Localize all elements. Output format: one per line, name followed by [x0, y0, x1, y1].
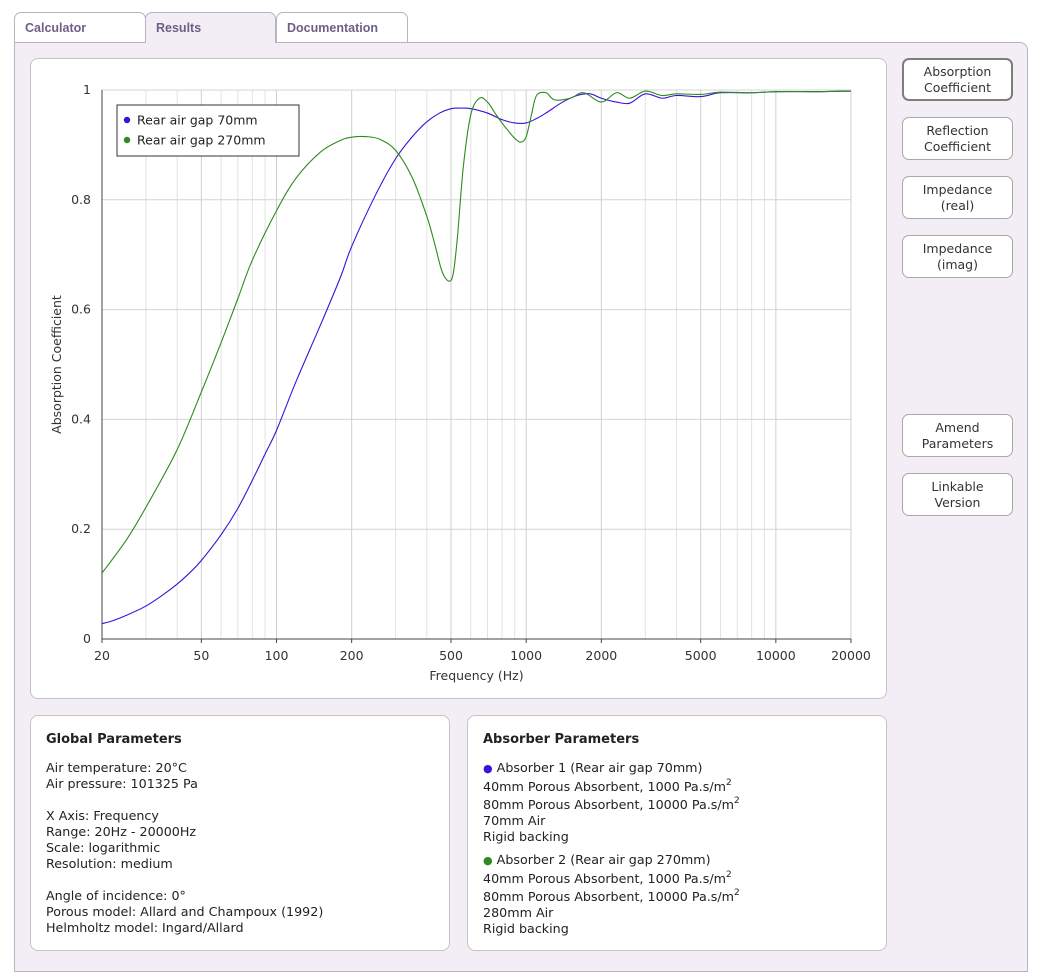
absorption-chart: 20 50 100 200 500 1000 2000 5000 10000 20000 0 0.2 0…	[49, 82, 871, 683]
global-parameters-title: Global Parameters	[46, 732, 182, 747]
impedance-imag-button[interactable]: Impedance (imag)	[902, 235, 1013, 278]
legend-entry-270mm: Rear air gap 270mm	[137, 133, 266, 148]
y-tick-label: 0.6	[71, 302, 91, 317]
chart-legend: Rear air gap 70mm Rear air gap 270mm	[116, 104, 300, 157]
x-tick-label: 5000	[685, 648, 717, 663]
y-axis-label: Absorption Coefficient	[49, 295, 64, 434]
absorber-2-heading: ● Absorber 2 (Rear air gap 270mm)	[483, 852, 871, 869]
x-axis-label: Frequency (Hz)	[429, 668, 523, 683]
chart-axes: 20 50 100 200 500 1000 2000 5000 10000 20000 0 0.2 0…	[71, 82, 871, 663]
x-tick-label: 10000	[756, 648, 796, 663]
x-tick-label: 2000	[585, 648, 617, 663]
series-line-1	[101, 90, 852, 574]
absorber-2-layer-1: 40mm Porous Absorbent, 1000 Pa.s/m2	[483, 870, 732, 887]
absorber-1-layer-1: 40mm Porous Absorbent, 1000 Pa.s/m2	[483, 778, 732, 795]
chart-series	[101, 90, 852, 625]
x-tick-label: 500	[439, 648, 463, 663]
absorber-2-dot-icon: ●	[483, 854, 493, 867]
chart-container: 20 50 100 200 500 1000 2000 5000 10000 20000 0 0.2 0…	[30, 58, 887, 699]
absorption-coefficient-button[interactable]: Absorption Coefficient	[902, 58, 1013, 101]
x-tick-label: 50	[193, 648, 209, 663]
x-tick-label: 20000	[831, 648, 871, 663]
x-tick-label: 200	[340, 648, 364, 663]
x-tick-label: 100	[265, 648, 289, 663]
scale-setting: Scale: logarithmic	[46, 840, 161, 855]
absorber-1-dot-icon: ●	[483, 762, 493, 775]
chart-grid	[101, 89, 852, 640]
porous-model: Porous model: Allard and Champoux (1992)	[46, 904, 324, 919]
resolution-setting: Resolution: medium	[46, 856, 173, 871]
legend-marker-70mm	[123, 116, 131, 124]
y-tick-label: 0.4	[71, 411, 91, 426]
absorber-1-heading: ● Absorber 1 (Rear air gap 70mm)	[483, 760, 871, 777]
absorber-parameters-card: Absorber Parameters ● Absorber 1 (Rear a…	[467, 715, 887, 951]
angle-of-incidence: Angle of incidence: 0°	[46, 888, 186, 903]
absorber-1-layer-3: 70mm Air	[483, 813, 546, 828]
y-tick-label: 0	[83, 631, 91, 646]
air-pressure: Air pressure: 101325 Pa	[46, 776, 198, 791]
tab-documentation[interactable]: Documentation	[276, 12, 408, 42]
y-tick-label: 1	[83, 82, 91, 97]
y-tick-label: 0.2	[71, 521, 91, 536]
global-parameters-card: Global Parameters Air temperature: 20°C …	[30, 715, 450, 951]
reflection-coefficient-button[interactable]: Reflection Coefficient	[902, 117, 1013, 160]
x-tick-label: 1000	[510, 648, 542, 663]
x-axis-setting: X Axis: Frequency	[46, 808, 159, 823]
y-tick-label: 0.8	[71, 192, 91, 207]
absorber-2-backing: Rigid backing	[483, 921, 569, 936]
legend-box	[116, 104, 300, 157]
absorber-2-name: Absorber 2 (Rear air gap 270mm)	[496, 852, 711, 867]
absorber-parameters-title: Absorber Parameters	[483, 732, 640, 747]
tab-results[interactable]: Results	[145, 12, 276, 43]
absorber-1-backing: Rigid backing	[483, 829, 569, 844]
range-setting: Range: 20Hz - 20000Hz	[46, 824, 197, 839]
helmholtz-model: Helmholtz model: Ingard/Allard	[46, 920, 244, 935]
absorber-2-layer-3: 280mm Air	[483, 905, 554, 920]
legend-entry-70mm: Rear air gap 70mm	[137, 113, 258, 128]
series-line-0	[101, 90, 852, 625]
absorber-1-name: Absorber 1 (Rear air gap 70mm)	[496, 760, 703, 775]
absorber-1-layer-2: 80mm Porous Absorbent, 10000 Pa.s/m2	[483, 796, 740, 813]
legend-marker-270mm	[123, 136, 131, 144]
amend-parameters-button[interactable]: Amend Parameters	[902, 414, 1013, 457]
tab-calculator[interactable]: Calculator	[14, 12, 146, 42]
absorber-2-layer-2: 80mm Porous Absorbent, 10000 Pa.s/m2	[483, 888, 740, 905]
air-temperature: Air temperature: 20°C	[46, 760, 187, 775]
impedance-real-button[interactable]: Impedance (real)	[902, 176, 1013, 219]
linkable-version-button[interactable]: Linkable Version	[902, 473, 1013, 516]
x-tick-label: 20	[94, 648, 110, 663]
